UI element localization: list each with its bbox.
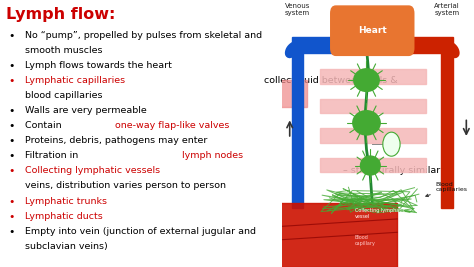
Text: Filtration in: Filtration in <box>26 151 82 160</box>
Text: veins, distribution varies person to person: veins, distribution varies person to per… <box>26 182 227 190</box>
Text: Lymph flow:: Lymph flow: <box>6 7 115 22</box>
Text: •: • <box>9 136 15 146</box>
Bar <box>292 45 303 208</box>
Bar <box>320 158 426 172</box>
Text: Lymph flows towards the heart: Lymph flows towards the heart <box>26 61 172 70</box>
Bar <box>378 37 453 53</box>
Text: Collecting lymphatic
vessel: Collecting lymphatic vessel <box>355 208 405 219</box>
Text: Blood
capillary: Blood capillary <box>355 235 376 246</box>
Text: blood capillaries: blood capillaries <box>26 91 103 100</box>
Bar <box>292 37 378 53</box>
Bar <box>441 45 453 208</box>
Text: Empty into vein (junction of external jugular and: Empty into vein (junction of external ju… <box>26 227 256 236</box>
Bar <box>320 128 426 143</box>
Text: Blood
capillaries: Blood capillaries <box>426 182 468 197</box>
Text: Arterial
system: Arterial system <box>434 3 460 16</box>
Text: •: • <box>9 121 15 131</box>
Text: •: • <box>9 76 15 86</box>
Bar <box>320 99 426 113</box>
Text: subclavian veins): subclavian veins) <box>26 242 108 251</box>
Text: •: • <box>9 227 15 237</box>
Text: •: • <box>9 61 15 71</box>
Text: Proteins, debris, pathogens may enter: Proteins, debris, pathogens may enter <box>26 136 208 145</box>
Text: smooth muscles: smooth muscles <box>26 46 103 55</box>
Bar <box>273 80 307 107</box>
Text: – structurally similar to: – structurally similar to <box>339 166 452 175</box>
Bar <box>320 69 426 84</box>
Ellipse shape <box>353 68 380 92</box>
Bar <box>273 203 397 267</box>
Text: No “pump”, propelled by pulses from skeletal and: No “pump”, propelled by pulses from skel… <box>26 31 263 40</box>
Text: •: • <box>9 166 15 176</box>
Text: •: • <box>9 106 15 116</box>
Text: Contain: Contain <box>26 121 65 130</box>
Text: Venous
system: Venous system <box>285 3 310 16</box>
Ellipse shape <box>360 155 381 176</box>
FancyBboxPatch shape <box>330 5 414 56</box>
Text: Heart: Heart <box>358 26 387 35</box>
Text: Lymphatic capillaries: Lymphatic capillaries <box>26 76 126 85</box>
Text: one-way flap-like valves: one-way flap-like valves <box>115 121 229 130</box>
Circle shape <box>383 132 400 156</box>
Text: Walls are very permeable: Walls are very permeable <box>26 106 147 115</box>
Text: Lymphatic trunks: Lymphatic trunks <box>26 197 108 206</box>
Text: lymph nodes: lymph nodes <box>182 151 244 160</box>
Text: •: • <box>9 31 15 41</box>
Text: •: • <box>9 197 15 206</box>
Text: collect fluid between cells &: collect fluid between cells & <box>261 76 398 85</box>
Text: •: • <box>9 211 15 222</box>
Text: Collecting lymphatic vessels: Collecting lymphatic vessels <box>26 166 161 175</box>
Ellipse shape <box>352 110 381 136</box>
Text: Lymphatic ducts: Lymphatic ducts <box>26 211 103 221</box>
Text: •: • <box>9 151 15 161</box>
